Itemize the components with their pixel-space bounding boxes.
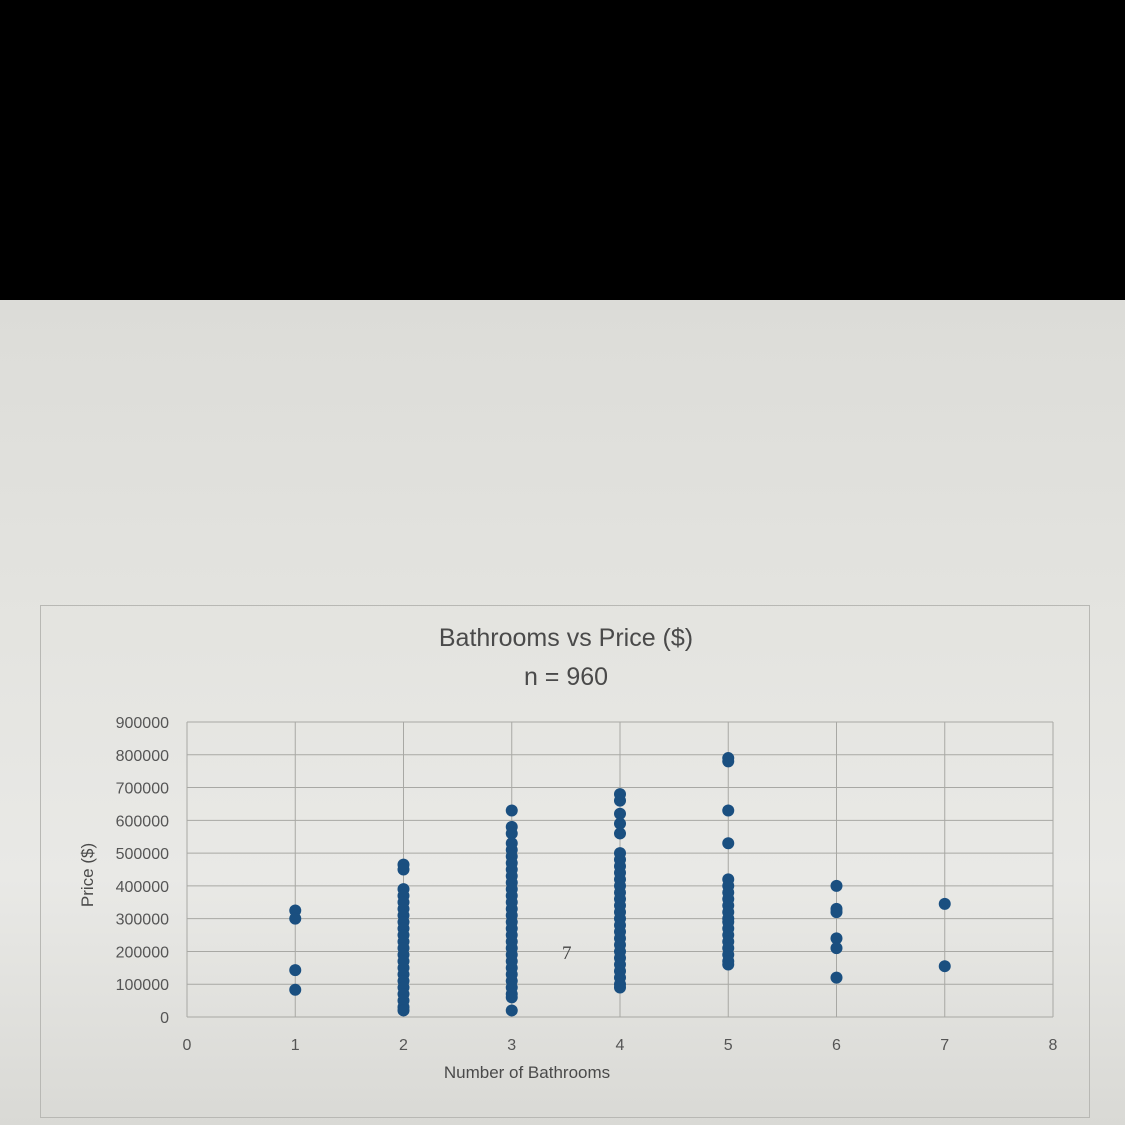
data-point xyxy=(289,964,302,977)
data-point xyxy=(505,1004,518,1017)
data-point xyxy=(505,827,518,840)
data-point xyxy=(505,804,518,817)
y-tick-label: 0 xyxy=(160,1010,169,1027)
chart-subtitle: n = 960 xyxy=(524,663,608,691)
y-tick-label: 700000 xyxy=(116,781,169,798)
data-points xyxy=(289,752,951,1017)
y-tick-label: 500000 xyxy=(116,846,169,863)
data-point xyxy=(289,912,302,925)
y-tick-label: 400000 xyxy=(116,879,169,896)
page-number: 7 xyxy=(562,943,572,964)
y-tick-label: 100000 xyxy=(116,977,169,994)
x-tick-label: 4 xyxy=(616,1037,625,1054)
x-tick-label: 0 xyxy=(183,1037,192,1054)
scatter-chart: Bathrooms vs Price ($) n = 960 010000020… xyxy=(78,624,1058,1082)
x-tick-label: 8 xyxy=(1049,1037,1058,1054)
y-tick-label: 300000 xyxy=(116,912,169,929)
x-tick-label: 5 xyxy=(724,1037,733,1054)
x-tick-label: 2 xyxy=(399,1037,408,1054)
data-point xyxy=(614,817,626,830)
y-axis-label: Price ($) xyxy=(78,843,97,907)
data-point xyxy=(722,804,735,817)
data-point xyxy=(614,807,626,820)
y-tick-label: 800000 xyxy=(116,748,169,765)
x-tick-label: 7 xyxy=(940,1037,949,1054)
x-axis-ticks: 0 1 2 3 4 5 6 7 8 xyxy=(183,1037,1058,1054)
data-point xyxy=(722,755,735,768)
data-point xyxy=(830,879,843,892)
data-point xyxy=(722,958,735,971)
y-tick-label: 900000 xyxy=(116,715,169,732)
data-point xyxy=(614,827,626,840)
chart-title: Bathrooms vs Price ($) xyxy=(439,624,693,652)
data-point xyxy=(938,960,951,973)
y-tick-label: 200000 xyxy=(116,944,169,961)
screen-background: Bathrooms vs Price ($) n = 960 0 100000 20… xyxy=(0,300,1125,1125)
x-tick-label: 3 xyxy=(507,1037,516,1054)
data-point xyxy=(830,942,843,955)
x-tick-label: 1 xyxy=(291,1037,300,1054)
data-point xyxy=(614,794,626,807)
data-point xyxy=(397,1004,410,1017)
data-point xyxy=(722,837,735,850)
x-axis-label: Number of Bathrooms xyxy=(444,1063,610,1082)
y-axis-ticks: 0 100000 200000 300000 400000 500000 600000 700… xyxy=(116,715,169,1027)
x-tick-label: 6 xyxy=(832,1037,841,1054)
data-point xyxy=(397,863,410,876)
data-point xyxy=(505,991,518,1004)
y-tick-label: 600000 xyxy=(116,813,169,830)
data-point xyxy=(938,897,951,910)
data-point xyxy=(289,983,302,996)
chart-frame: Bathrooms vs Price ($) n = 960 0 100000 20… xyxy=(40,605,1090,1118)
data-point xyxy=(830,906,843,919)
data-point xyxy=(614,981,626,994)
data-point xyxy=(830,932,843,945)
data-point xyxy=(830,971,843,984)
